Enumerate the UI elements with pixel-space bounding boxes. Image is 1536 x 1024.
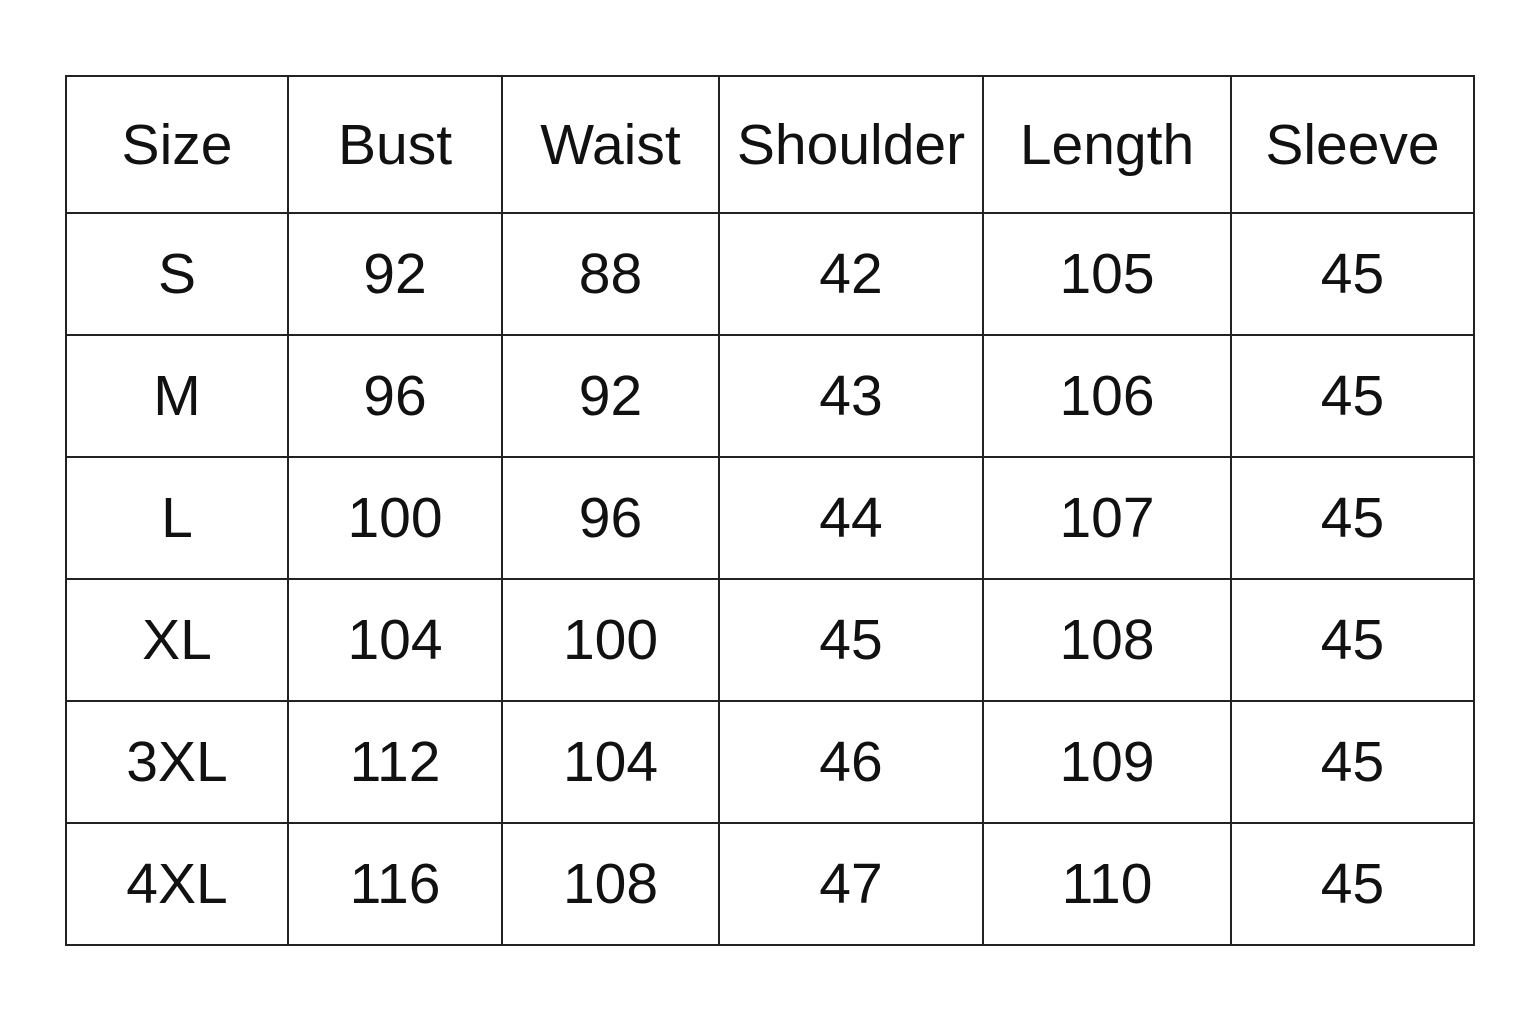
table-cell: M bbox=[65, 334, 289, 458]
table-cell: 116 bbox=[287, 822, 503, 946]
table-cell: 44 bbox=[718, 456, 984, 580]
table-cell: L bbox=[65, 456, 289, 580]
table-cell: 45 bbox=[1230, 212, 1475, 336]
table-cell: 46 bbox=[718, 700, 984, 824]
header-cell: Size bbox=[65, 75, 289, 214]
table-body: S 92 88 42 105 45 M 96 92 43 106 45 L 100 96 44 107 45 XL 1… bbox=[65, 212, 1475, 946]
table-cell: 42 bbox=[718, 212, 984, 336]
table-cell: XL bbox=[65, 578, 289, 702]
table-cell: 110 bbox=[982, 822, 1232, 946]
header-cell: Shoulder bbox=[718, 75, 984, 214]
table-cell: 109 bbox=[982, 700, 1232, 824]
table-row: 4XL 116 108 47 110 45 bbox=[65, 822, 1475, 946]
table-cell: 45 bbox=[1230, 700, 1475, 824]
table-cell: 45 bbox=[1230, 578, 1475, 702]
header-cell: Length bbox=[982, 75, 1232, 214]
table-cell: 45 bbox=[718, 578, 984, 702]
table-cell: 45 bbox=[1230, 822, 1475, 946]
table-cell: 96 bbox=[287, 334, 503, 458]
table-row: L 100 96 44 107 45 bbox=[65, 456, 1475, 580]
table-cell: S bbox=[65, 212, 289, 336]
table-cell: 3XL bbox=[65, 700, 289, 824]
table-cell: 100 bbox=[287, 456, 503, 580]
table-cell: 47 bbox=[718, 822, 984, 946]
table-cell: 107 bbox=[982, 456, 1232, 580]
table-cell: 104 bbox=[287, 578, 503, 702]
table-cell: 104 bbox=[501, 700, 720, 824]
table-cell: 92 bbox=[287, 212, 503, 336]
table-row: XL 104 100 45 108 45 bbox=[65, 578, 1475, 702]
header-row: Size Bust Waist Shoulder Length Sleeve bbox=[65, 75, 1475, 214]
table-cell: 108 bbox=[982, 578, 1232, 702]
header-cell: Bust bbox=[287, 75, 503, 214]
header-cell: Sleeve bbox=[1230, 75, 1475, 214]
table-row: S 92 88 42 105 45 bbox=[65, 212, 1475, 336]
table-row: M 96 92 43 106 45 bbox=[65, 334, 1475, 458]
table-cell: 108 bbox=[501, 822, 720, 946]
table-cell: 96 bbox=[501, 456, 720, 580]
table-head: Size Bust Waist Shoulder Length Sleeve bbox=[65, 75, 1475, 214]
table-cell: 112 bbox=[287, 700, 503, 824]
table-cell: 106 bbox=[982, 334, 1232, 458]
table-cell: 92 bbox=[501, 334, 720, 458]
table-cell: 4XL bbox=[65, 822, 289, 946]
table-cell: 43 bbox=[718, 334, 984, 458]
table-cell: 45 bbox=[1230, 456, 1475, 580]
table-cell: 88 bbox=[501, 212, 720, 336]
table-cell: 100 bbox=[501, 578, 720, 702]
size-table: Size Bust Waist Shoulder Length Sleeve S 92 88 4… bbox=[65, 75, 1475, 946]
table-row: 3XL 112 104 46 109 45 bbox=[65, 700, 1475, 824]
table-cell: 45 bbox=[1230, 334, 1475, 458]
header-cell: Waist bbox=[501, 75, 720, 214]
table-cell: 105 bbox=[982, 212, 1232, 336]
